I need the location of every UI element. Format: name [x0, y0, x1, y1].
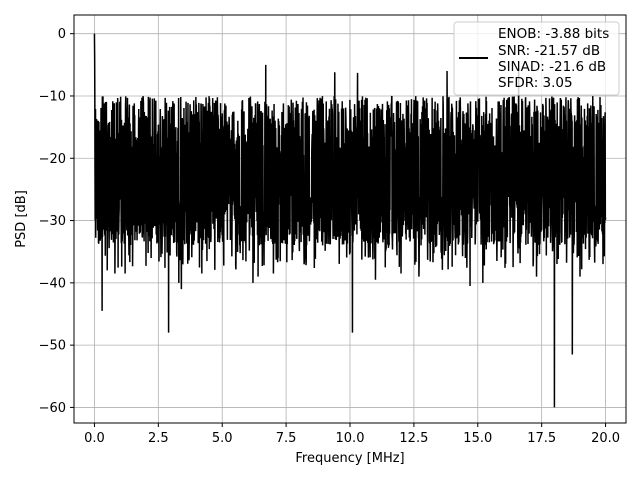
x-tick-label-6: 15.0 [463, 431, 492, 446]
y-tick-label-1: −10 [39, 89, 66, 104]
legend-sinad: SINAD: -21.6 dB [498, 59, 606, 75]
y-tick-label-3: −30 [39, 214, 66, 229]
x-tick-label-2: 5.0 [212, 431, 233, 446]
legend: ENOB: -3.88 bits SNR: -21.57 dB SINAD: -… [453, 21, 620, 96]
x-tick-label-4: 10.0 [336, 431, 365, 446]
y-tick-label-6: −60 [39, 401, 66, 416]
psd-series-line [93, 33, 607, 408]
legend-box [453, 21, 620, 96]
x-tick-label-3: 7.5 [276, 431, 297, 446]
y-tick-label-4: −40 [39, 276, 66, 291]
legend-snr: SNR: -21.57 dB [498, 43, 600, 59]
x-tick-label-8: 20.0 [591, 431, 620, 446]
legend-sfdr: SFDR: 3.05 [498, 75, 573, 91]
x-tick-label-0: 0.0 [84, 431, 105, 446]
y-tick-label-2: −20 [39, 152, 66, 167]
x-axis-ticks: 0.0 2.5 5.0 7.5 10.0 12.5 15.0 17.5 20.0 [84, 423, 620, 446]
y-tick-label-0: 0 [58, 27, 66, 42]
legend-enob: ENOB: -3.88 bits [498, 26, 609, 42]
x-tick-label-5: 12.5 [399, 431, 428, 446]
y-axis-ticks: 0 −10 −20 −30 −40 −50 −60 [39, 27, 74, 416]
x-tick-label-1: 2.5 [148, 431, 169, 446]
x-axis-label: Frequency [MHz] [295, 451, 404, 466]
y-axis-label: PSD [dB] [14, 190, 29, 248]
x-tick-label-7: 17.5 [527, 431, 556, 446]
plot-area [93, 33, 607, 408]
y-tick-label-5: −50 [39, 339, 66, 354]
